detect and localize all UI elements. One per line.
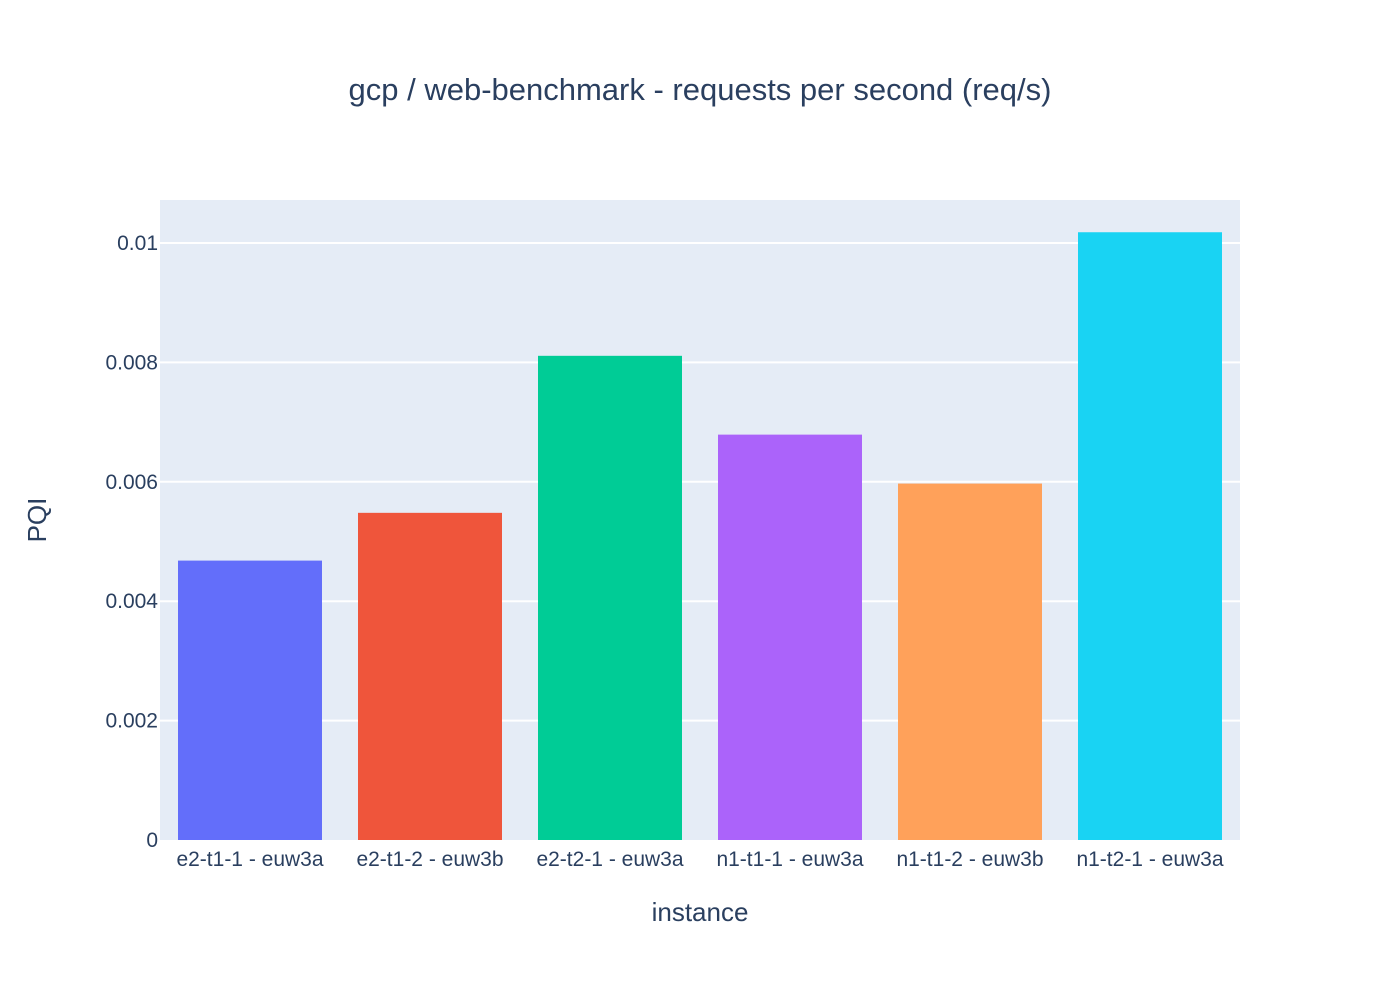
bar[interactable] <box>178 560 322 840</box>
y-tick-label: 0 <box>146 829 158 852</box>
y-tick-label: 0.01 <box>117 232 158 255</box>
bar[interactable] <box>358 512 502 840</box>
y-tick-label: 0.006 <box>105 471 158 494</box>
x-axis-ticks: e2-t1-1 - euw3a e2-t1-2 - euw3b e2-t2-1 - … <box>176 848 1223 871</box>
x-tick-label: e2-t2-1 - euw3a <box>536 848 683 871</box>
x-tick-label: e2-t1-1 - euw3a <box>176 848 323 871</box>
y-tick-label: 0.002 <box>105 710 158 733</box>
x-tick-label: e2-t1-2 - euw3b <box>356 848 503 871</box>
x-tick-label: n1-t1-1 - euw3a <box>716 848 863 871</box>
bar[interactable] <box>1078 232 1222 841</box>
y-axis-ticks: 0 0.002 0.004 0.006 0.008 0.01 <box>105 232 158 852</box>
x-tick-label: n1-t2-1 - euw3a <box>1076 848 1223 871</box>
x-axis-title: instance <box>652 897 749 927</box>
y-tick-label: 0.004 <box>105 590 158 613</box>
y-axis-title: PQI <box>22 498 52 543</box>
bars <box>178 232 1222 841</box>
x-tick-label: n1-t1-2 - euw3b <box>896 848 1043 871</box>
plot-area <box>160 200 1240 840</box>
gridlines <box>160 241 1240 722</box>
chart-title: gcp / web-benchmark - requests per secon… <box>349 72 1052 107</box>
bar[interactable] <box>538 355 682 840</box>
bar[interactable] <box>898 483 1042 840</box>
y-tick-label: 0.008 <box>105 351 158 374</box>
bar[interactable] <box>718 434 862 840</box>
